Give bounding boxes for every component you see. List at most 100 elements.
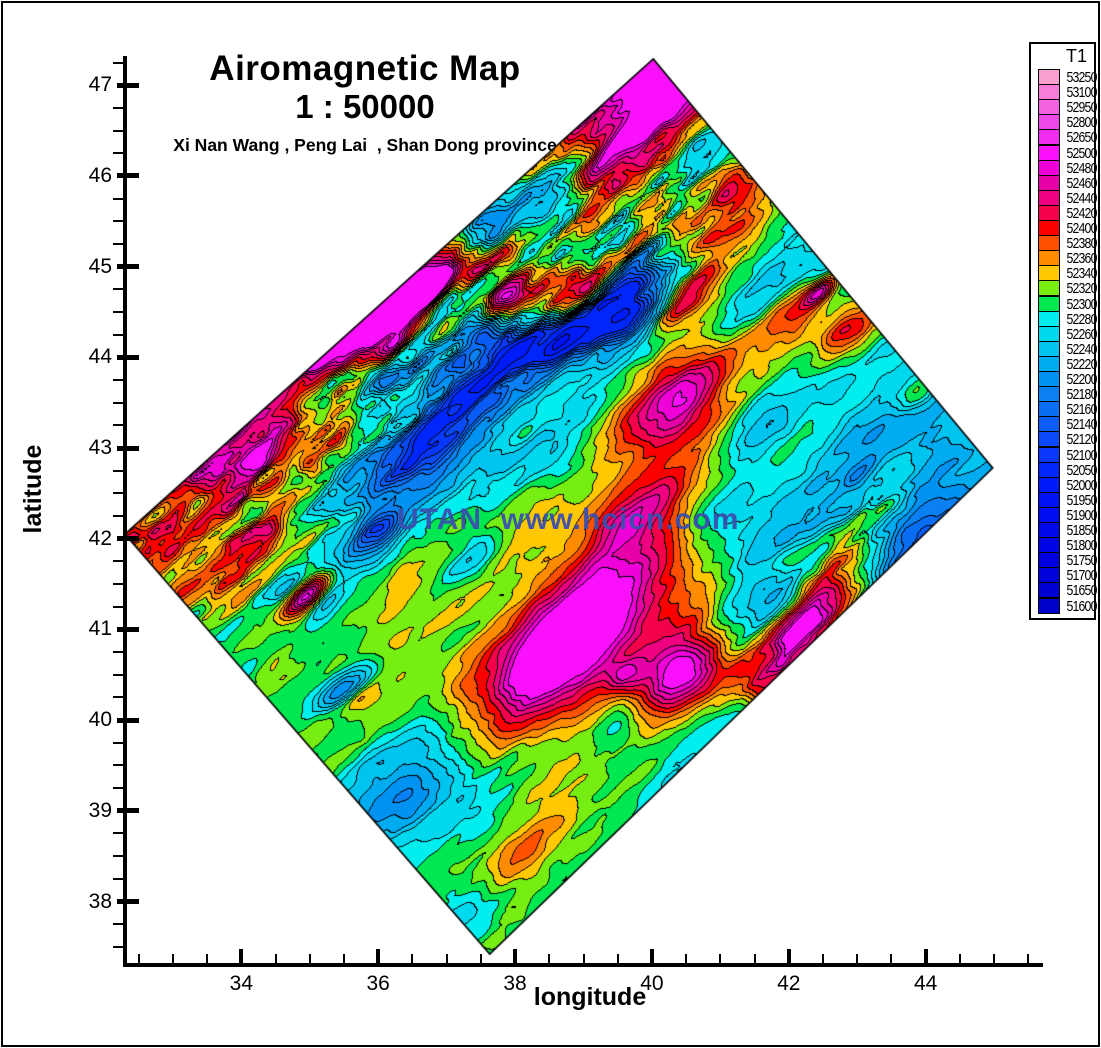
x-minor-tick: [308, 954, 311, 963]
legend-value-label: 51800: [1066, 537, 1097, 555]
x-axis-line: [123, 963, 1043, 967]
x-major-tick: [513, 949, 518, 963]
legend-value-label: 53250: [1066, 69, 1097, 86]
legend-swatch: [1038, 582, 1060, 599]
y-axis-title: latitude: [19, 444, 47, 534]
legend-swatch: [1038, 69, 1060, 86]
x-minor-tick: [479, 954, 482, 963]
legend-swatch: [1038, 386, 1060, 403]
y-tick-label: 44: [88, 345, 112, 369]
legend-value-label: 51600: [1066, 597, 1097, 615]
y-minor-tick: [113, 832, 123, 835]
x-minor-tick: [445, 954, 448, 963]
legend-swatch: [1038, 355, 1060, 372]
legend-swatch: [1038, 310, 1060, 327]
x-minor-tick: [685, 954, 688, 963]
x-minor-tick: [958, 954, 961, 963]
legend-swatch: [1038, 280, 1060, 297]
legend-value-label: 52480: [1066, 159, 1097, 177]
y-minor-tick: [113, 333, 123, 336]
x-minor-tick: [856, 954, 859, 963]
legend-value-label: 52280: [1066, 310, 1097, 328]
y-tick-label: 43: [88, 436, 112, 459]
x-minor-tick: [822, 954, 824, 963]
x-tick-label: 34: [229, 972, 253, 995]
legend-swatch: [1038, 220, 1060, 237]
y-minor-tick: [113, 492, 123, 495]
x-tick-label: 40: [640, 972, 664, 995]
x-minor-tick: [274, 954, 277, 963]
x-minor-tick: [753, 954, 756, 963]
legend-swatch: [1038, 371, 1060, 388]
legend-value-label: 52300: [1066, 295, 1097, 313]
y-minor-tick: [113, 787, 123, 790]
y-minor-tick: [113, 152, 123, 155]
y-minor-tick: [113, 764, 123, 767]
legend-value-label: 52320: [1066, 280, 1097, 298]
legend-swatch: [1038, 416, 1060, 433]
legend-value-label: 51700: [1066, 567, 1097, 585]
y-tick-label: 46: [88, 163, 112, 187]
y-tick-label: 39: [88, 798, 112, 822]
legend-swatch: [1038, 522, 1060, 539]
legend-swatch: [1038, 250, 1060, 267]
legend-swatch: [1038, 265, 1060, 282]
y-tick-label: 40: [88, 708, 112, 732]
legend-swatch: [1038, 114, 1060, 131]
legend-value-label: 51850: [1066, 522, 1097, 539]
legend-swatch: [1038, 325, 1060, 342]
y-minor-tick: [113, 424, 123, 427]
y-minor-tick: [113, 61, 123, 64]
y-axis-line: [123, 56, 127, 967]
x-major-tick: [786, 949, 791, 963]
y-major-tick: [117, 264, 139, 270]
y-minor-tick: [113, 129, 123, 132]
x-minor-tick: [993, 954, 996, 963]
legend-title: T1: [1065, 46, 1087, 66]
legend-value-label: 52200: [1066, 371, 1097, 388]
x-minor-tick: [411, 954, 414, 963]
watermark-text: UTAN www.hcicn.com: [397, 503, 740, 536]
y-minor-tick: [113, 741, 123, 744]
y-major-tick: [117, 808, 139, 814]
y-major-tick: [117, 354, 139, 360]
legend-value-label: 52240: [1066, 340, 1097, 358]
y-major-tick: [117, 445, 139, 451]
legend-swatch: [1038, 597, 1060, 614]
legend-value-label: 52360: [1066, 250, 1097, 268]
legend-swatch: [1038, 129, 1060, 146]
x-tick-label: 42: [777, 972, 801, 995]
legend-swatch: [1038, 446, 1060, 463]
y-minor-tick: [113, 515, 123, 518]
legend-swatch: [1038, 144, 1060, 161]
legend-value-label: 52100: [1066, 446, 1097, 464]
x-minor-tick: [342, 954, 345, 963]
y-minor-tick: [113, 605, 123, 608]
y-major-tick: [117, 717, 139, 723]
y-minor-tick: [113, 673, 123, 676]
y-tick-label: 41: [88, 617, 112, 641]
y-minor-tick: [113, 583, 123, 586]
legend-value-label: 52460: [1066, 174, 1097, 192]
legend-value-label: 51650: [1066, 582, 1097, 600]
y-major-tick: [117, 626, 139, 632]
legend-swatch: [1038, 506, 1060, 523]
legend-value-label: 52950: [1066, 99, 1097, 117]
x-tick-label: 38: [503, 972, 527, 995]
x-minor-tick: [137, 954, 140, 963]
legend-swatch: [1038, 431, 1060, 448]
x-minor-tick: [719, 954, 722, 963]
x-minor-tick: [616, 954, 619, 963]
x-minor-tick: [171, 954, 174, 963]
legend-swatch: [1038, 340, 1060, 357]
legend-value-label: 52500: [1066, 144, 1097, 162]
legend-swatch: [1038, 537, 1060, 554]
y-minor-tick: [113, 242, 123, 245]
legend-value-label: 52120: [1066, 431, 1097, 449]
legend-value-label: 52160: [1066, 401, 1097, 419]
legend-value-label: 52050: [1066, 461, 1097, 479]
legend-value-label: 51950: [1066, 491, 1097, 509]
legend-value-label: 52220: [1066, 355, 1097, 373]
y-minor-tick: [113, 877, 123, 880]
